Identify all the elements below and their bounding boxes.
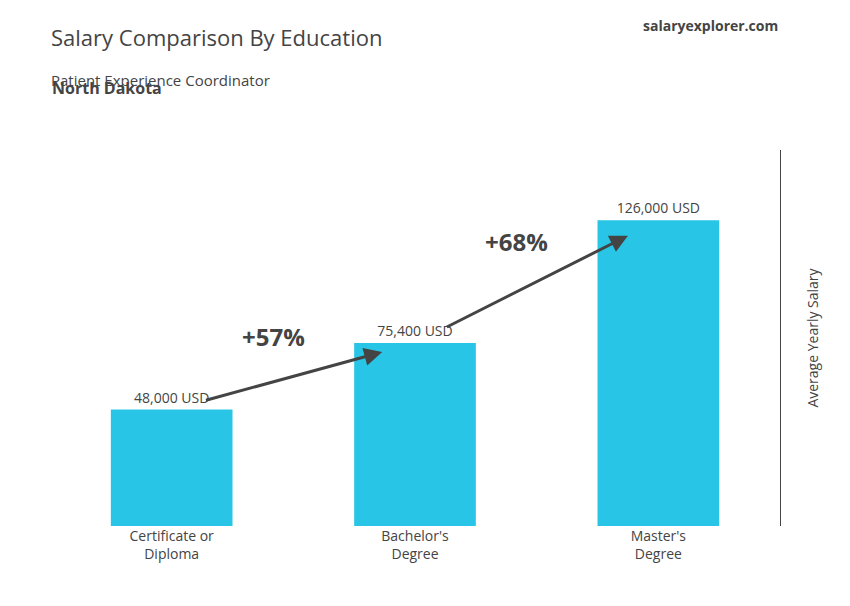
svg-text:48,000 USD: 48,000 USD (134, 388, 209, 407)
svg-text:126,000 USD: 126,000 USD (617, 198, 700, 217)
svg-text:Certificate orDiploma: Certificate orDiploma (130, 526, 215, 563)
svg-text:salaryexplorer.com: salaryexplorer.com (643, 16, 778, 35)
svg-text:Master'sDegree: Master'sDegree (631, 526, 687, 563)
svg-text:75,400 USD: 75,400 USD (377, 321, 452, 340)
svg-text:Average Yearly Salary: Average Yearly Salary (803, 267, 822, 407)
svg-text:Patient Experience Coordinator: Patient Experience Coordinator (51, 70, 270, 90)
svg-text:Salary Comparison By Education: Salary Comparison By Education (51, 22, 382, 52)
svg-text:+68%: +68% (485, 225, 548, 258)
svg-text:Bachelor'sDegree: Bachelor'sDegree (381, 526, 449, 563)
svg-text:+57%: +57% (242, 320, 305, 353)
svg-text:North Dakota: North Dakota (52, 77, 162, 99)
